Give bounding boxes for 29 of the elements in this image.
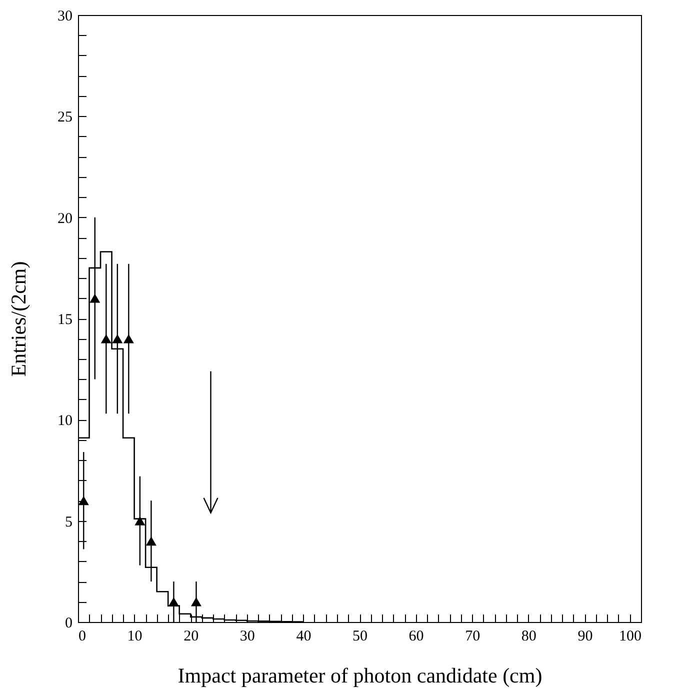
point bbox=[90, 294, 100, 303]
y-tick-label: 15 bbox=[58, 312, 72, 328]
x-tick-label: 80 bbox=[521, 628, 536, 644]
y-tick-label: 30 bbox=[58, 8, 72, 24]
x-tick-label: 70 bbox=[465, 628, 480, 644]
x-tick-label: 20 bbox=[184, 628, 199, 644]
point bbox=[78, 496, 89, 506]
x-axis-title: Impact parameter of photon candidate (cm) bbox=[178, 664, 542, 688]
y-tick-label: 20 bbox=[58, 210, 72, 227]
point bbox=[100, 334, 112, 344]
x-tick-label: 100 bbox=[619, 628, 642, 644]
point bbox=[168, 597, 179, 606]
x-tick-label: 60 bbox=[408, 628, 424, 644]
x-tick-label: 90 bbox=[578, 628, 593, 644]
y-tick-label: 5 bbox=[65, 514, 72, 530]
y-axis-title: Entries/(2cm) bbox=[6, 261, 30, 377]
y-tick-label: 10 bbox=[58, 413, 72, 430]
x-tick-label: 0 bbox=[78, 628, 86, 644]
point bbox=[146, 536, 156, 546]
x-tick-label: 50 bbox=[352, 628, 368, 644]
point bbox=[190, 597, 202, 606]
x-tick-label: 10 bbox=[127, 628, 142, 644]
point bbox=[134, 516, 146, 526]
x-tick-label: 40 bbox=[296, 628, 312, 644]
x-tick-label: 30 bbox=[240, 628, 255, 644]
point bbox=[123, 334, 134, 344]
point bbox=[112, 334, 123, 344]
y-tick-label: 25 bbox=[58, 110, 72, 126]
y-tick-label: 0 bbox=[65, 616, 72, 632]
